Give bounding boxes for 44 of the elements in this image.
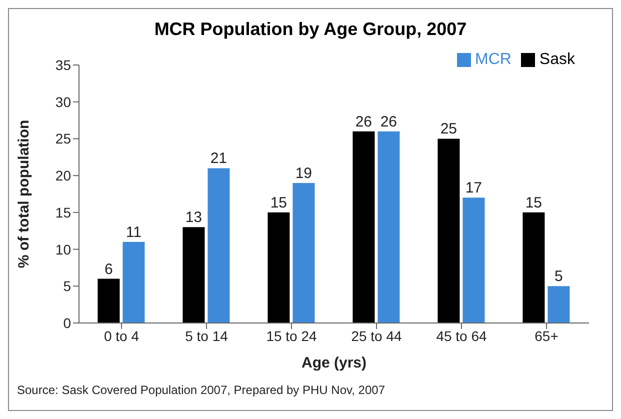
source-note: Source: Sask Covered Population 2007, Prepared by PHU Nov, 2007 [17,383,386,397]
data-label: 15 [525,194,542,212]
x-tick-label: 65+ [534,328,558,344]
x-tick-label: 15 to 24 [266,328,318,344]
y-tick-label: 10 [55,241,72,258]
bar [462,198,485,323]
y-tick-label: 0 [63,314,72,331]
y-axis-title: % of total population [15,120,32,268]
bar [268,212,290,323]
data-label: 21 [210,150,228,168]
y-tick-label: 35 [55,56,72,73]
y-tick-label: 25 [55,130,72,147]
y-tick-label: 30 [55,94,72,110]
data-label: 26 [355,113,372,130]
y-tick-label: 15 [55,204,72,220]
data-label: 5 [554,268,563,286]
chart-title: MCR Population by Age Group, 2007 [153,19,468,41]
legend-label: MCR [474,51,512,68]
bar [208,168,230,323]
bar [122,242,145,323]
bar [352,131,375,323]
x-axis-title: Age (yrs) [301,354,367,372]
bar [98,278,120,323]
bar [522,212,545,323]
x-tick-label: 45 to 64 [436,328,488,344]
bar [548,286,570,323]
y-tick-label: 5 [63,278,72,294]
x-tick-label: 5 to 14 [185,328,228,344]
data-label: 17 [465,180,482,197]
data-label: 19 [295,164,312,182]
data-label: 11 [126,224,142,241]
data-label: 25 [440,120,458,138]
y-tick-label: 20 [55,168,72,184]
bar [292,182,315,323]
data-label: 13 [185,209,202,226]
legend-label: Sask [539,51,575,68]
bar [438,138,460,323]
data-label: 26 [380,113,398,130]
bar [378,131,400,323]
data-label: 15 [270,194,288,212]
bar [182,227,205,323]
data-label: 6 [104,260,113,278]
x-tick-label: 0 to 4 [104,328,140,344]
x-tick-label: 25 to 44 [351,328,402,344]
